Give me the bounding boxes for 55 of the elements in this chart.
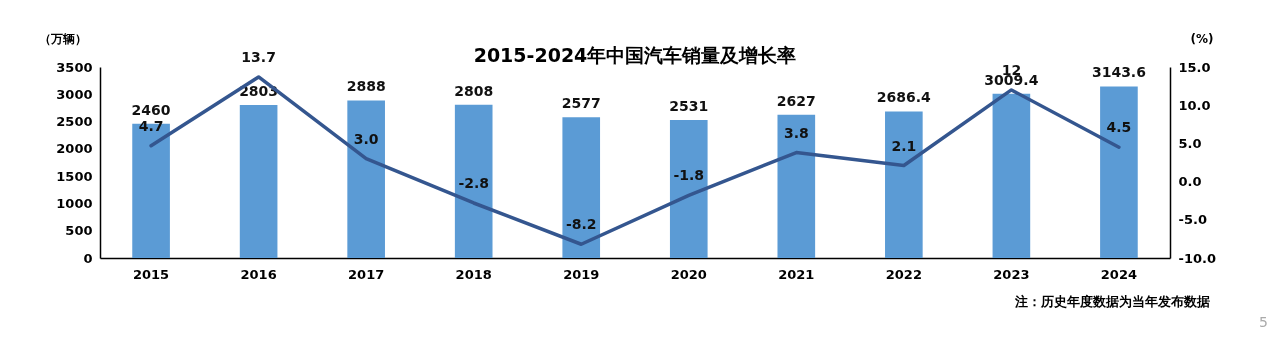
y-tick-label: 2000 — [56, 141, 93, 157]
bar — [562, 117, 601, 258]
bar — [1100, 86, 1138, 258]
data-label: 2686.4 — [876, 89, 932, 106]
x-tick-label: 2017 — [348, 266, 385, 282]
data-label: 2577 — [561, 95, 601, 112]
x-tick-label: 2019 — [563, 266, 600, 282]
y2-tick-label: -5.0 — [1178, 212, 1207, 228]
y-axis-title: （万辆） — [38, 31, 87, 46]
data-label: 2888 — [346, 78, 386, 95]
bar — [885, 111, 923, 258]
y-tick-label: 3500 — [56, 59, 93, 75]
data-label: 3.8 — [783, 124, 809, 141]
y-tick-label: 3000 — [56, 86, 93, 102]
x-tick-label: 2015 — [132, 266, 170, 282]
y-tick-label: 1000 — [56, 195, 93, 211]
y-tick-label: 1500 — [56, 168, 93, 184]
data-label: 2808 — [454, 82, 494, 99]
y2-tick-label: 0.0 — [1178, 174, 1202, 190]
data-label: -8.2 — [565, 216, 597, 233]
bar — [347, 100, 385, 258]
text: 注：历史年度数据为当年发布数据 — [1015, 293, 1210, 311]
bar — [777, 114, 816, 258]
data-label: -2.8 — [458, 174, 490, 191]
data-label: -1.8 — [673, 167, 705, 184]
data-label: 2460 — [131, 101, 171, 118]
data-label: 3143.6 — [1091, 64, 1146, 81]
y-tick-label: 500 — [65, 223, 93, 239]
bar — [239, 105, 278, 258]
x-tick-label: 2022 — [885, 266, 922, 282]
y-tick-label: 2500 — [56, 114, 93, 130]
text: 5 — [1259, 314, 1268, 330]
y2-axis-title: (%) — [1190, 31, 1214, 46]
x-tick-label: 2021 — [778, 266, 815, 282]
x-tick-label: 2016 — [240, 266, 277, 282]
x-tick-label: 2024 — [1100, 266, 1138, 282]
x-tick-label: 2023 — [993, 266, 1030, 282]
data-label: 2531 — [669, 97, 709, 114]
data-label: 13.7 — [241, 48, 276, 65]
bar — [992, 93, 1031, 258]
data-label: 2.1 — [891, 137, 917, 154]
bar — [132, 123, 170, 258]
y2-tick-label: 15.0 — [1178, 59, 1211, 75]
data-label: 2627 — [776, 92, 816, 109]
y2-tick-label: -10.0 — [1178, 250, 1216, 266]
x-tick-label: 2020 — [670, 266, 707, 282]
data-label: 4.5 — [1106, 119, 1132, 136]
y2-tick-label: 10.0 — [1178, 97, 1211, 113]
y2-tick-label: 5.0 — [1178, 135, 1202, 151]
data-label: 3.0 — [353, 130, 379, 147]
y-tick-label: 0 — [83, 250, 93, 266]
x-tick-label: 2018 — [455, 266, 492, 282]
bar — [669, 119, 708, 258]
bar — [454, 104, 493, 258]
chart-title: 2015-2024年中国汽车销量及增长率 — [473, 44, 797, 66]
